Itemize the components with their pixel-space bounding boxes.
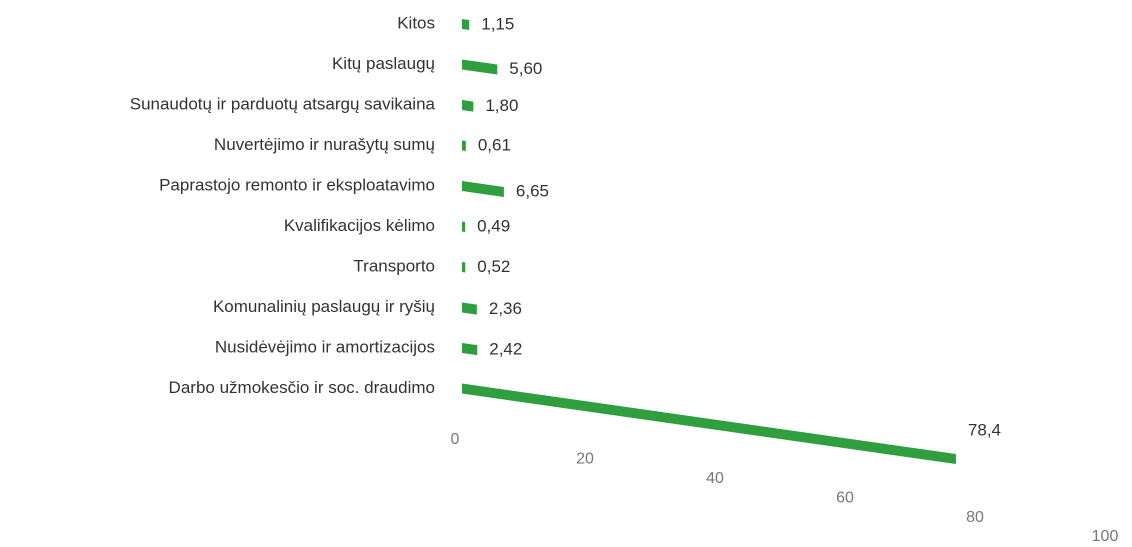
bar [462,343,478,356]
value-label: 1,15 [481,15,514,34]
category-label: Darbo užmokesčio ir soc. draudimo [169,378,435,397]
x-tick-label: 80 [966,509,984,526]
value-label: 1,80 [485,96,518,115]
category-label: Nuvertėjimo ir nurašytų sumų [214,135,435,154]
bar [462,221,466,232]
value-label: 0,61 [478,136,511,155]
category-label: Sunaudotų ir parduotų atsargų savikaina [130,94,436,113]
bar [462,100,474,112]
bar [462,262,466,273]
category-label: Kitos [397,13,435,32]
value-label: 5,60 [509,59,542,78]
value-label: 78,4 [968,421,1001,440]
value-label: 2,42 [489,340,522,359]
value-label: 0,52 [477,257,510,276]
x-tick-label: 40 [706,470,724,487]
bar [462,302,477,315]
bar [462,19,470,31]
bar [462,59,498,75]
value-label: 2,36 [489,299,522,318]
x-tick-label: 100 [1092,528,1119,545]
x-tick-label: 0 [451,431,460,448]
value-label: 6,65 [516,181,549,200]
category-label: Kvalifikacijos kėlimo [284,216,435,235]
bar [462,181,504,197]
bar [462,383,956,465]
x-tick-label: 20 [576,451,594,468]
x-tick-label: 60 [836,489,854,506]
category-label: Nusidėvėjimo ir amortizacijos [215,337,435,356]
bar [462,140,466,152]
category-label: Transporto [353,256,435,275]
category-label: Komunalinių paslaugų ir ryšių [213,297,435,316]
value-label: 0,49 [477,216,510,235]
category-label: Paprastojo remonto ir eksploatavimo [159,175,435,194]
category-label: Kitų paslaugų [332,54,435,73]
